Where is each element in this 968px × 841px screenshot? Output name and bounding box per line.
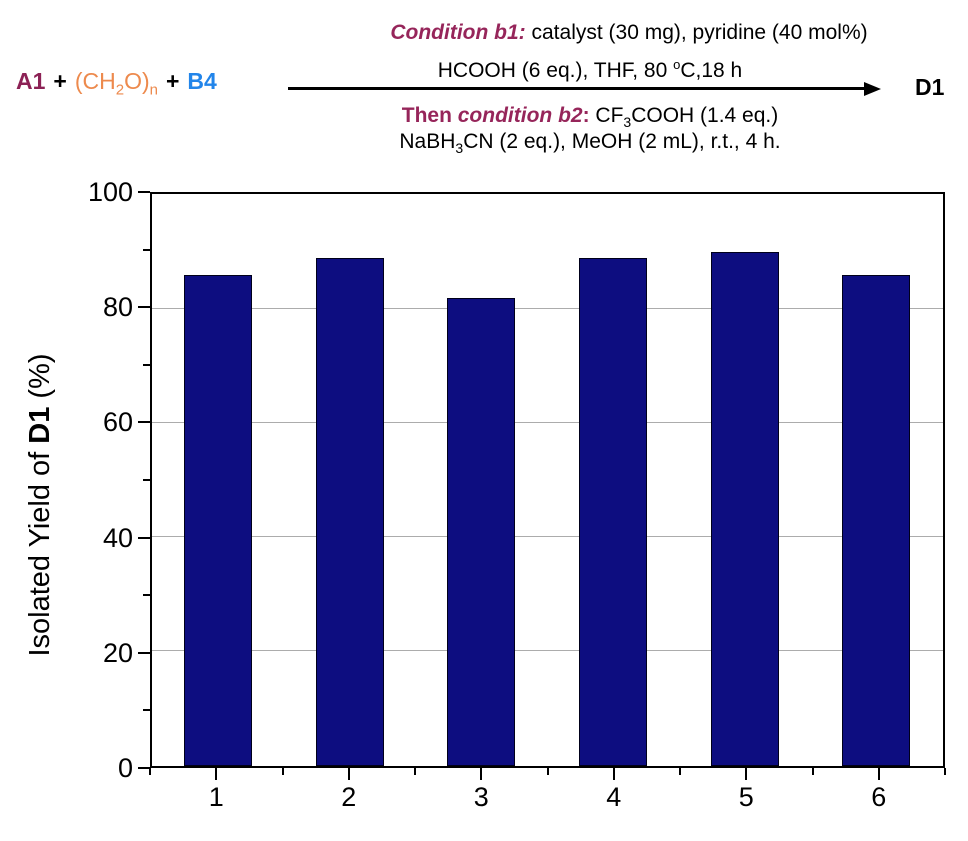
y-minor-tick-70 xyxy=(143,363,150,366)
y-tick-label-0: 0 xyxy=(117,753,133,783)
reaction-arrow-head-icon xyxy=(864,81,881,96)
product-d1-label: D1 xyxy=(915,74,945,100)
bar-6 xyxy=(842,274,911,766)
y-major-tick-40 xyxy=(138,536,150,539)
bar-3 xyxy=(447,297,516,766)
plus-sign: + xyxy=(165,68,180,94)
y-major-tick-20 xyxy=(138,651,150,654)
bar-1 xyxy=(183,274,252,766)
bar-2 xyxy=(315,257,384,766)
reactant-a1-label: A1 xyxy=(16,68,46,94)
plus-sign: + xyxy=(53,68,67,94)
line2-post: C,18 h xyxy=(680,59,743,82)
y-title-bold: D1 xyxy=(24,406,56,444)
nabh3-sub: 3 xyxy=(455,140,464,157)
y-tick-label-80: 80 xyxy=(102,292,133,323)
gridline-80 xyxy=(152,307,943,309)
cf3-sub: 3 xyxy=(623,114,632,131)
condition-b1-line2: HCOOH (6 eq.), THF, 80 oC,18 h xyxy=(250,57,930,83)
y-minor-tick-30 xyxy=(143,594,150,597)
reaction-arrow-line xyxy=(288,87,868,90)
line3-post: COOH (1.4 eq.) xyxy=(631,104,779,127)
line3-pre: CF xyxy=(589,104,624,127)
bar-5 xyxy=(710,252,779,766)
x-major-tick-3 xyxy=(480,768,483,780)
x-minor-tick-4 xyxy=(679,768,681,775)
y-minor-tick-50 xyxy=(143,479,150,481)
x-minor-tick-5 xyxy=(811,768,814,775)
bar-4 xyxy=(578,257,647,766)
y-title-pre: Isolated Yield of xyxy=(24,443,56,657)
y-major-tick-80 xyxy=(138,306,150,309)
condition-b2-label: condition b2 xyxy=(451,104,583,127)
x-minor-tick-0 xyxy=(149,768,151,775)
x-major-tick-1 xyxy=(215,768,218,780)
gridline-60 xyxy=(152,421,943,423)
x-minor-tick-1 xyxy=(281,768,284,775)
x-tick-label-4: 4 xyxy=(606,782,622,812)
formaldehyde-subn: n xyxy=(149,81,158,99)
x-major-tick-6 xyxy=(877,768,880,780)
gridline-40 xyxy=(152,536,943,538)
formaldehyde-sub2: 2 xyxy=(115,81,125,99)
condition-b2-line2: NaBH3CN (2 eq.), MeOH (2 mL), r.t., 4 h. xyxy=(250,130,930,157)
x-minor-tick-3 xyxy=(546,768,549,775)
reactants-row: A1 + (CH2O)n + B4 xyxy=(16,68,217,98)
degree-sup: o xyxy=(673,57,681,72)
y-axis-title: Isolated Yield of D1 (%) xyxy=(24,353,57,656)
y-major-tick-60 xyxy=(138,421,150,424)
y-major-tick-100 xyxy=(138,191,150,193)
x-tick-label-6: 6 xyxy=(871,782,887,812)
then-label: Then xyxy=(401,104,452,127)
y-minor-tick-90 xyxy=(143,248,150,251)
formaldehyde-formula: (CH2O)n xyxy=(74,68,158,98)
y-tick-label-20: 20 xyxy=(102,637,133,668)
x-tick-label-2: 2 xyxy=(341,782,357,812)
reactant-b4-label: B4 xyxy=(187,68,217,94)
x-tick-label-3: 3 xyxy=(473,782,489,812)
x-major-tick-2 xyxy=(347,768,350,780)
x-tick-label-5: 5 xyxy=(738,782,754,812)
y-tick-label-40: 40 xyxy=(102,522,133,553)
condition-b1-text: catalyst (30 mg), pyridine (40 mol%) xyxy=(525,21,868,44)
x-major-tick-5 xyxy=(745,768,748,780)
y-tick-label-60: 60 xyxy=(102,407,133,438)
x-minor-tick-2 xyxy=(414,768,416,775)
plot-area xyxy=(150,192,945,768)
colon: : xyxy=(582,104,590,127)
condition-b2-line: Then condition b2: CF3COOH (1.4 eq.) xyxy=(250,104,930,131)
line4-pre: NaBH xyxy=(399,130,456,153)
formaldehyde-open: (CH xyxy=(74,68,116,94)
line4-post: CN (2 eq.), MeOH (2 mL), r.t., 4 h. xyxy=(463,130,781,153)
x-minor-tick-6 xyxy=(944,768,946,775)
condition-b1-label: Condition b1: xyxy=(390,21,526,44)
y-minor-tick-10 xyxy=(143,709,150,712)
x-major-tick-4 xyxy=(612,768,615,780)
gridline-20 xyxy=(152,650,943,652)
y-tick-label-100: 100 xyxy=(87,177,133,207)
y-major-tick-0 xyxy=(138,767,150,769)
x-tick-label-1: 1 xyxy=(208,782,224,812)
formaldehyde-oclose: O) xyxy=(124,68,150,94)
condition-b1-line: Condition b1: catalyst (30 mg), pyridine… xyxy=(290,21,968,45)
y-title-post: (%) xyxy=(24,353,56,407)
line2-pre: HCOOH (6 eq.), THF, 80 xyxy=(437,59,674,82)
